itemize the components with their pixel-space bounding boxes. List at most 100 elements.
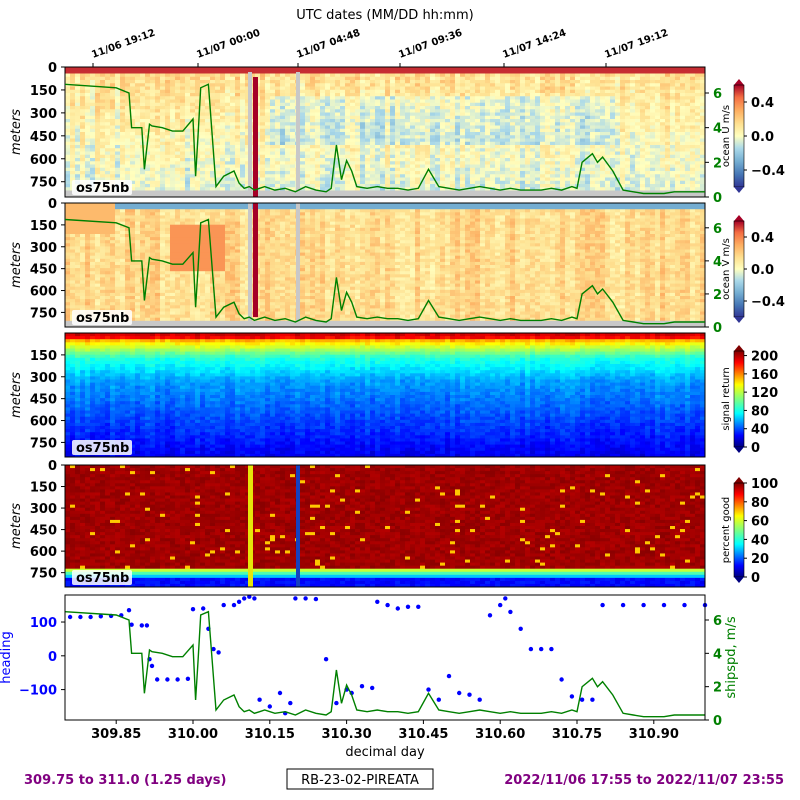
- colorbar-tick-label: 160: [751, 368, 778, 383]
- colorbar-signal_return: 200 160 120 80 40 0 signal return: [721, 345, 778, 456]
- instrument-label: os75nb: [76, 441, 129, 456]
- heading-point: [508, 609, 513, 615]
- panel-frame: [64, 332, 706, 458]
- heading-point: [600, 602, 605, 608]
- heading-point: [359, 684, 365, 689]
- heading-point: [247, 594, 252, 599]
- y-tick-label: 750: [30, 176, 57, 191]
- y-tick-label: 600: [30, 153, 57, 168]
- y-tick-label: 150: [30, 349, 57, 364]
- heading-point: [155, 677, 160, 682]
- y-tick-label: 100: [30, 616, 57, 631]
- colorbar-tick-label: −0.4: [751, 164, 785, 179]
- data-gap: [248, 72, 252, 197]
- heading-point: [303, 596, 308, 601]
- colorbar-tick-label: −0.4: [751, 295, 785, 310]
- colorbar-percent_good: 100 80 60 40 20 0 percent good: [721, 477, 778, 586]
- shipspd-overlay-line: [64, 218, 705, 325]
- heading-shipspd-panel: 309.85 310.00 310.15 310.30 310.45 310.60 310.…: [0, 594, 739, 760]
- colorbar-tick-label: 0: [751, 441, 760, 456]
- heading-point: [236, 599, 242, 604]
- y2-tick-label: 4: [713, 647, 722, 662]
- panel-percent_good: 0 150 300 450 600 750 meters os75nb: [9, 459, 706, 588]
- heading-point: [277, 690, 283, 696]
- instrument-label: os75nb: [76, 571, 129, 586]
- y2-tick-label: 0: [713, 714, 722, 729]
- strong-current-band: [253, 77, 258, 197]
- right-tick-label: 0: [713, 321, 722, 336]
- low-good-band: [248, 465, 253, 587]
- strong-current-band: [253, 203, 258, 317]
- y-tick-label: 0: [48, 61, 57, 76]
- heading-point: [216, 650, 221, 655]
- heading-point: [139, 623, 144, 628]
- colorbar-tick-label: 80: [751, 404, 769, 419]
- heading-point: [405, 604, 411, 609]
- shipspd-line: [64, 610, 705, 718]
- top-tick-label: 11/07 00:00: [195, 28, 262, 61]
- heading-point: [323, 657, 329, 662]
- instrument-label-bg: [72, 440, 132, 455]
- heading-point: [395, 606, 400, 611]
- colorbars: 0.4 0.0 −0.4 ocean U m/s 0.4 0.0 −0.4 ocean V m…: [721, 79, 785, 586]
- heading-point: [416, 604, 421, 609]
- heading-point: [559, 677, 564, 682]
- heading-point: [190, 607, 196, 612]
- y-axis-label: meters: [9, 242, 24, 288]
- instrument-label-bg: [72, 570, 132, 585]
- heading-point: [487, 613, 493, 618]
- x-tick-label: 310.45: [398, 727, 448, 742]
- colorbar-bottom-extend: [734, 187, 744, 193]
- heading-point: [288, 700, 293, 706]
- right-tick-label: 0: [713, 191, 722, 206]
- top-axis-title: UTC dates (MM/DD hh:mm): [296, 8, 473, 23]
- y-tick-label: 0: [48, 650, 57, 665]
- colorbar-tick-label: 200: [751, 350, 778, 365]
- right-tick-label: 4: [713, 122, 722, 137]
- y-axis-label: heading: [0, 631, 14, 684]
- heading-point: [211, 646, 216, 652]
- right-tick-label: 2: [713, 156, 722, 171]
- y-axis-label: meters: [9, 109, 24, 155]
- heading-point: [126, 608, 132, 613]
- colorbar-ocean_u: 0.4 0.0 −0.4 ocean U m/s: [721, 79, 785, 193]
- colorbar-tick-label: 100: [751, 477, 778, 492]
- heading-point: [98, 614, 104, 619]
- colorbar-tick-label: 0.4: [751, 96, 774, 111]
- heading-point: [620, 602, 626, 608]
- heading-point: [641, 602, 646, 608]
- colorbar-top-extend: [734, 345, 744, 351]
- colorbar-gradient: [733, 350, 745, 448]
- heading-point: [185, 676, 191, 681]
- heading-point: [257, 697, 262, 702]
- x-tick-label: 310.30: [322, 727, 372, 742]
- heatmap-cells: [65, 203, 706, 328]
- colorbar-tick-label: 40: [751, 423, 769, 438]
- colorbar-tick-label: 20: [751, 552, 769, 567]
- y-tick-label: 300: [30, 107, 57, 122]
- heading-point: [78, 614, 83, 620]
- heatmap-cells: [65, 333, 706, 458]
- y-tick-label: 750: [30, 436, 57, 451]
- y-tick-label: 750: [30, 306, 57, 321]
- data-gap: [296, 72, 300, 197]
- colorbar-tick-label: 40: [751, 533, 769, 548]
- x-tick-label: 310.00: [168, 727, 218, 742]
- y2-tick-label: 2: [713, 681, 722, 696]
- heading-point: [590, 697, 595, 702]
- heading-point: [88, 614, 93, 620]
- instrument-label-bg: [72, 310, 132, 325]
- heading-point: [661, 602, 667, 608]
- colorbar-gradient: [733, 482, 745, 578]
- heading-point: [477, 697, 482, 702]
- colorbar-bottom-extend: [734, 577, 744, 583]
- instrument-label: os75nb: [76, 311, 129, 326]
- heading-point: [457, 690, 462, 696]
- heatmap-cells: [65, 465, 706, 588]
- heading-point: [129, 622, 134, 627]
- y-tick-label: 600: [30, 285, 57, 300]
- heading-point: [175, 677, 180, 682]
- heatmap-panels: 0150300450600750metersos75nb642001503004…: [9, 61, 722, 588]
- colorbar-label: signal return: [721, 367, 732, 430]
